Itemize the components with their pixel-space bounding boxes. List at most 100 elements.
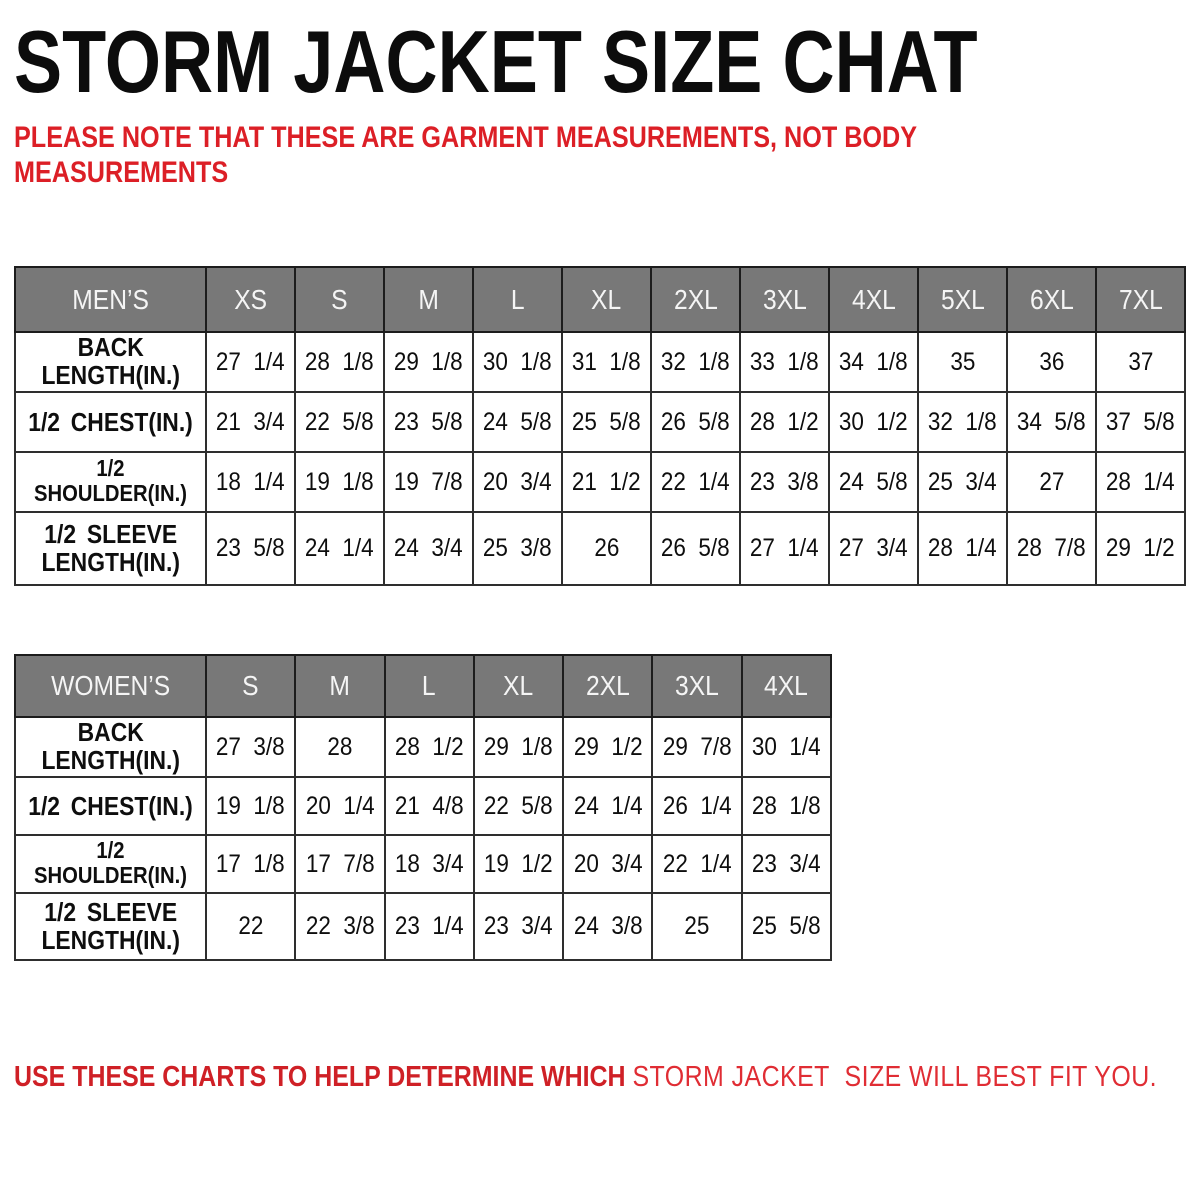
size-value-cell: 37 5/8 xyxy=(1095,391,1186,454)
size-value-cell: 26 xyxy=(561,511,652,587)
size-value-cell: 25 3/4 xyxy=(917,451,1008,514)
size-value-cell: 28 1/2 xyxy=(383,716,475,779)
size-value-cell: 22 5/8 xyxy=(294,391,385,454)
size-value-cell: 21 1/2 xyxy=(561,451,652,514)
size-value-cell: 19 7/8 xyxy=(383,451,474,514)
size-value-cell: 28 1/8 xyxy=(294,331,385,394)
size-value-cell: 23 5/8 xyxy=(383,391,474,454)
size-value-cell: 34 5/8 xyxy=(1006,391,1097,454)
size-value-cell: 28 7/8 xyxy=(1006,511,1097,587)
size-column-header: S xyxy=(294,266,385,334)
size-value-cell: 22 3/8 xyxy=(294,892,386,962)
size-value-cell: 20 1/4 xyxy=(294,776,386,837)
size-value-cell: 26 5/8 xyxy=(650,391,741,454)
size-value-cell: 32 1/8 xyxy=(917,391,1008,454)
size-value-cell: 22 1/4 xyxy=(650,451,741,514)
womens-size-table: WOMEN’S S M L XL 2XL 3XL 4XL BACK LENGTH(IN.) 27 … xyxy=(14,654,833,962)
size-value-cell: 17 7/8 xyxy=(294,834,386,895)
size-value-cell: 17 1/8 xyxy=(204,834,297,895)
size-value-cell: 25 xyxy=(651,892,743,962)
size-value-cell: 37 xyxy=(1095,331,1186,394)
size-value-cell: 27 1/4 xyxy=(739,511,830,587)
size-value-cell: 31 1/8 xyxy=(561,331,652,394)
measurement-row-label: 1/2 CHEST(IN.) xyxy=(14,776,207,837)
table-title-cell: MEN’S xyxy=(14,266,207,334)
garment-measurement-note: PLEASE NOTE THAT THESE ARE GARMENT MEASU… xyxy=(14,121,917,190)
size-value-cell: 25 5/8 xyxy=(740,892,833,962)
measurement-row-label: BACK LENGTH(IN.) xyxy=(14,331,207,394)
measurement-row: 1/2 SHOULDER(IN.) 18 1/4 19 1/8 19 7/8 20 3/… xyxy=(14,451,1186,514)
size-column-header: XS xyxy=(205,266,296,334)
size-column-header: S xyxy=(204,654,297,719)
measurement-row: BACK LENGTH(IN.) 27 3/8 28 28 1/2 29 1/8 29 1… xyxy=(14,716,833,779)
size-header-row: WOMEN’S S M L XL 2XL 3XL 4XL xyxy=(14,654,833,719)
size-value-cell: 30 1/4 xyxy=(740,716,833,779)
size-column-header: 4XL xyxy=(740,654,833,719)
size-value-cell: 19 1/8 xyxy=(294,451,385,514)
size-column-header: M xyxy=(383,266,474,334)
size-value-cell: 24 3/4 xyxy=(383,511,474,587)
size-value-cell: 29 1/2 xyxy=(562,716,654,779)
size-header-row: MEN’S XS S M L XL 2XL 3XL 4XL 5XL 6XL 7XL xyxy=(14,266,1186,334)
size-value-cell: 22 5/8 xyxy=(472,776,565,837)
measurement-row-label: 1/2 SLEEVE LENGTH(IN.) xyxy=(14,892,207,962)
size-column-header: 5XL xyxy=(917,266,1008,334)
size-column-header: M xyxy=(294,654,386,719)
size-value-cell: 23 3/4 xyxy=(740,834,833,895)
measurement-row: 1/2 SLEEVE LENGTH(IN.) 23 5/8 24 1/4 24 3/4… xyxy=(14,511,1186,587)
size-value-cell: 30 1/8 xyxy=(472,331,563,394)
size-value-cell: 19 1/8 xyxy=(204,776,297,837)
size-column-header: XL xyxy=(561,266,652,334)
size-value-cell: 23 3/8 xyxy=(739,451,830,514)
size-value-cell: 29 7/8 xyxy=(651,716,743,779)
size-value-cell: 28 1/4 xyxy=(917,511,1008,587)
size-value-cell: 33 1/8 xyxy=(739,331,830,394)
size-value-cell: 26 5/8 xyxy=(650,511,741,587)
size-column-header: 2XL xyxy=(562,654,654,719)
size-value-cell: 24 3/8 xyxy=(562,892,654,962)
size-value-cell: 19 1/2 xyxy=(472,834,565,895)
size-value-cell: 23 5/8 xyxy=(205,511,296,587)
size-value-cell: 30 1/2 xyxy=(828,391,919,454)
size-column-header: 2XL xyxy=(650,266,741,334)
measurement-row: 1/2 SLEEVE LENGTH(IN.) 22 22 3/8 23 1/4 23 3… xyxy=(14,892,833,962)
size-value-cell: 36 xyxy=(1006,331,1097,394)
table-title-cell: WOMEN’S xyxy=(14,654,207,719)
size-value-cell: 26 1/4 xyxy=(651,776,743,837)
size-value-cell: 29 1/8 xyxy=(383,331,474,394)
size-value-cell: 20 3/4 xyxy=(472,451,563,514)
size-value-cell: 35 xyxy=(917,331,1008,394)
size-value-cell: 27 3/8 xyxy=(204,716,297,779)
measurement-row: BACK LENGTH(IN.) 27 1/4 28 1/8 29 1/8 30 1/8… xyxy=(14,331,1186,394)
size-value-cell: 28 1/4 xyxy=(1095,451,1186,514)
size-value-cell: 24 1/4 xyxy=(562,776,654,837)
size-column-header: 6XL xyxy=(1006,266,1097,334)
measurement-row-label: 1/2 SHOULDER(IN.) xyxy=(14,451,207,514)
measurement-row-label: BACK LENGTH(IN.) xyxy=(14,716,207,779)
size-value-cell: 27 xyxy=(1006,451,1097,514)
size-value-cell: 27 1/4 xyxy=(205,331,296,394)
measurement-row: 1/2 SHOULDER(IN.) 17 1/8 17 7/8 18 3/4 19 1/… xyxy=(14,834,833,895)
measurement-row: 1/2 CHEST(IN.) 19 1/8 20 1/4 21 4/8 22 5/8 24… xyxy=(14,776,833,837)
size-value-cell: 18 3/4 xyxy=(383,834,475,895)
size-value-cell: 27 3/4 xyxy=(828,511,919,587)
mens-size-table: MEN’S XS S M L XL 2XL 3XL 4XL 5XL 6XL 7XL BACK LENGT… xyxy=(14,266,1186,587)
size-value-cell: 24 1/4 xyxy=(294,511,385,587)
size-value-cell: 18 1/4 xyxy=(205,451,296,514)
size-column-header: XL xyxy=(472,654,565,719)
measurement-row-label: 1/2 CHEST(IN.) xyxy=(14,391,207,454)
size-column-header: L xyxy=(472,266,563,334)
size-value-cell: 28 1/2 xyxy=(739,391,830,454)
size-column-header: L xyxy=(383,654,475,719)
size-value-cell: 25 3/8 xyxy=(472,511,563,587)
measurement-row-label: 1/2 SHOULDER(IN.) xyxy=(14,834,207,895)
size-value-cell: 24 5/8 xyxy=(472,391,563,454)
measurement-row-label: 1/2 SLEEVE LENGTH(IN.) xyxy=(14,511,207,587)
footer-tail-text: STORM JACKET SIZE WILL BEST FIT YOU. xyxy=(632,1061,1158,1094)
footer-lead-text: USE THESE CHARTS TO HELP DETERMINE WHICH xyxy=(14,1061,626,1094)
size-column-header: 7XL xyxy=(1095,266,1186,334)
page-title: STORM JACKET SIZE CHAT xyxy=(14,12,978,111)
size-chart-page: STORM JACKET SIZE CHAT PLEASE NOTE THAT … xyxy=(14,12,1186,1094)
size-value-cell: 32 1/8 xyxy=(650,331,741,394)
size-column-header: 4XL xyxy=(828,266,919,334)
